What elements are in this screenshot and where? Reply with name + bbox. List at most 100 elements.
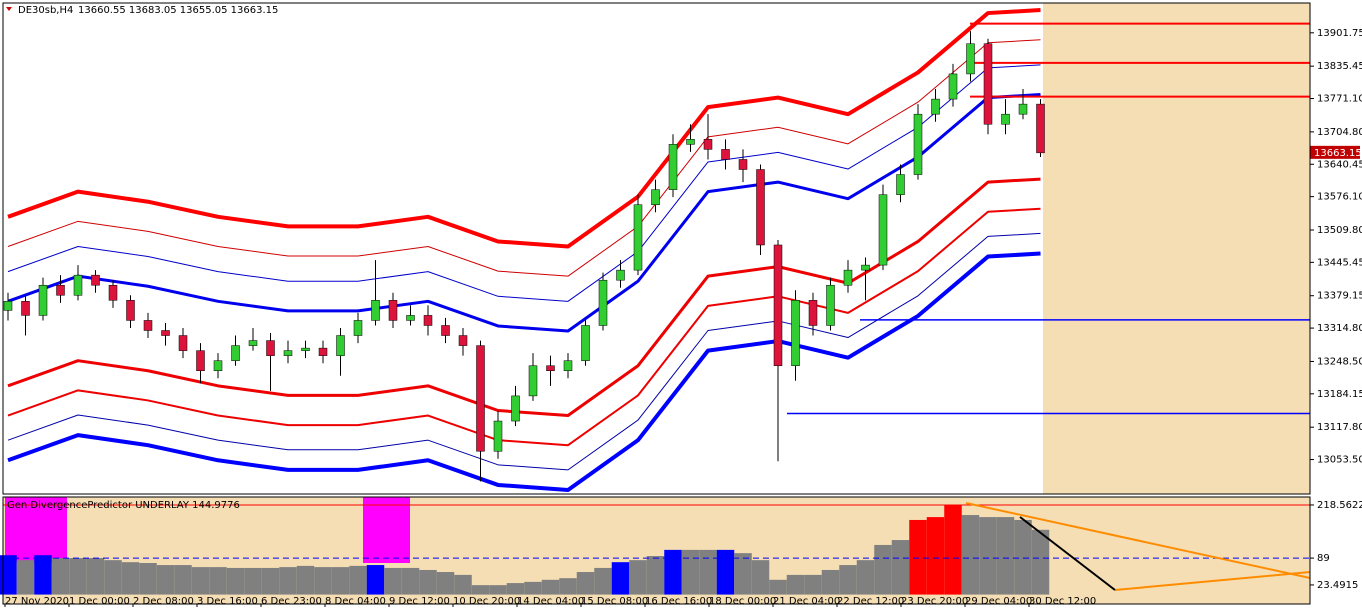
- histogram-bar: [874, 544, 892, 595]
- x-tick-label: 18 Dec 00:00: [709, 596, 776, 607]
- candle-body: [196, 350, 205, 371]
- histogram-bar: [961, 515, 980, 595]
- indicator-chart: 218.5622 89 23.4915: [0, 500, 1362, 595]
- candle-body: [406, 315, 415, 321]
- collapse-icon[interactable]: [6, 7, 12, 11]
- signal-zone: [5, 497, 67, 563]
- candle-body: [511, 395, 520, 422]
- histogram-bar: [611, 562, 630, 595]
- x-tick-label: 6 Dec 23:00: [261, 596, 322, 607]
- indicator-band: [7, 93, 1041, 333]
- candle-body: [318, 347, 328, 356]
- x-tick-label: 16 Dec 16:00: [645, 596, 712, 607]
- histogram-bar: [69, 558, 87, 595]
- main-frame: [2, 2, 1311, 495]
- histogram-bar: [856, 560, 875, 595]
- histogram-bar: [419, 569, 437, 595]
- candle-body: [178, 335, 188, 351]
- candle-body: [686, 139, 695, 145]
- candle-body: [616, 269, 625, 281]
- indicator-band: [7, 64, 1041, 302]
- y-tick-label: 13445.45: [1317, 257, 1362, 268]
- candle-body: [633, 204, 643, 271]
- last-price-box: [1310, 145, 1360, 159]
- candle-body: [948, 73, 958, 100]
- histogram-bar: [594, 567, 612, 595]
- y-tick-label: 13576.10: [1317, 192, 1362, 203]
- histogram-bar: [139, 563, 157, 595]
- y-tick-label: 13640.45: [1317, 159, 1362, 170]
- candle-body: [913, 113, 923, 175]
- histogram-bar: [559, 578, 577, 595]
- histogram-bar: [769, 579, 787, 595]
- histogram-bar: [296, 565, 315, 595]
- indicator-band: [7, 251, 1041, 492]
- histogram-bar: [401, 567, 420, 595]
- histogram-bar: [86, 558, 105, 595]
- indicator-band: [7, 207, 1041, 447]
- y-tick-label: 13314.80: [1317, 323, 1362, 334]
- histogram-bar: [716, 549, 735, 595]
- histogram-bar: [1031, 529, 1050, 595]
- y-tick-label: 13184.15: [1317, 389, 1362, 400]
- histogram-bar: [261, 567, 280, 595]
- x-tick-label: 14 Dec 04:00: [517, 596, 584, 607]
- y-tick-label: 89: [1317, 553, 1330, 564]
- candle-body: [598, 279, 608, 326]
- candle-body: [441, 325, 450, 336]
- x-tick-label: 29 Dec 04:00: [965, 596, 1032, 607]
- candle-body: [3, 301, 13, 311]
- histogram-bar: [436, 572, 455, 595]
- histogram-bar: [0, 555, 17, 595]
- indicator-band: [7, 232, 1041, 471]
- histogram-bar: [734, 553, 752, 595]
- candle-body: [721, 149, 730, 160]
- ohlc-readout: 13660.55 13683.05 13655.05 13663.15: [78, 5, 278, 16]
- candle-body: [231, 345, 240, 361]
- histogram-bar: [909, 519, 927, 595]
- candle-body: [563, 360, 573, 371]
- candle-body: [143, 320, 153, 331]
- signal-zone: [363, 497, 410, 563]
- candle-body: [476, 345, 485, 452]
- candle-body: [651, 189, 660, 205]
- candle-body: [668, 144, 678, 190]
- symbol-title: DE30sb,H4: [18, 5, 73, 16]
- candle-body: [773, 244, 783, 366]
- x-tick-label: 15 Dec 08:00: [581, 596, 648, 607]
- histogram-bar: [16, 560, 35, 595]
- x-tick-label: 23 Dec 20:00: [901, 596, 968, 607]
- candle-body: [546, 365, 555, 371]
- histogram-bar: [349, 565, 367, 595]
- y-tick-label: 13509.80: [1317, 225, 1362, 236]
- histogram-bar: [804, 574, 822, 595]
- candle-body: [108, 284, 118, 301]
- candle-body: [161, 330, 170, 336]
- y-tick-label: 13704.80: [1317, 127, 1362, 138]
- candle-body: [791, 300, 800, 366]
- candle-body: [493, 420, 503, 452]
- histogram-bar: [664, 549, 682, 595]
- candle-body: [931, 98, 940, 115]
- x-tick-label: 10 Dec 20:00: [453, 596, 520, 607]
- histogram-bar: [279, 567, 297, 595]
- candle-body: [966, 43, 975, 75]
- histogram-bar: [699, 549, 717, 595]
- candle-body: [423, 315, 433, 326]
- candle-body: [878, 194, 888, 266]
- trend-line: [965, 502, 1311, 579]
- candle-body: [248, 340, 258, 346]
- histogram-bar: [629, 560, 647, 595]
- candle-body: [458, 335, 468, 346]
- candle-body: [826, 284, 835, 326]
- candle-body: [896, 174, 905, 195]
- histogram-bar: [454, 574, 472, 595]
- candle-body: [266, 340, 275, 356]
- candle-body: [808, 300, 818, 326]
- candle-body: [756, 169, 765, 246]
- main-chart: 13901.75 13835.45 13771.10 13704.80 13640.45…: [3, 8, 1362, 607]
- last-price-label: 13663.15: [1314, 148, 1362, 159]
- histogram-bar: [646, 556, 665, 595]
- histogram-bar: [1014, 519, 1032, 595]
